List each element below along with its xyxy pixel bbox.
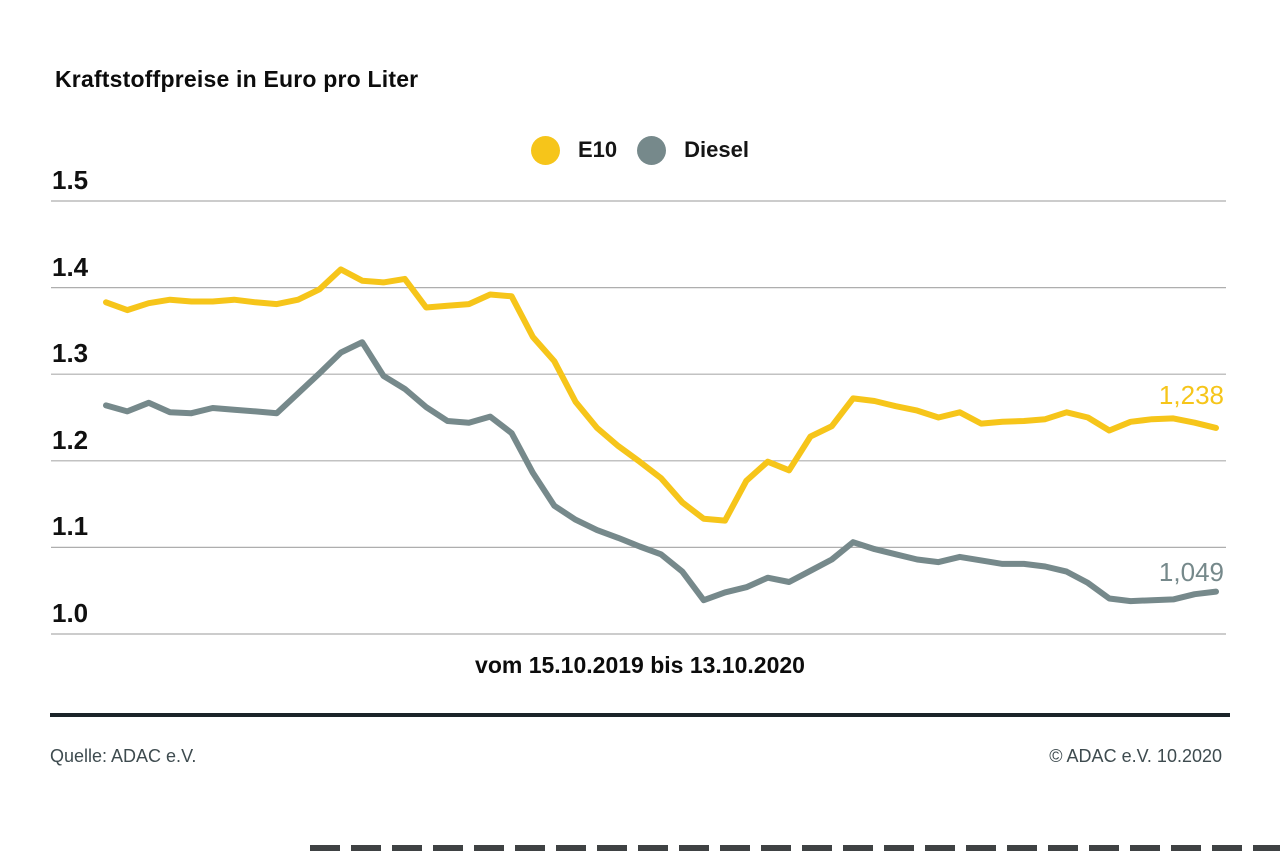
copyright-text: © ADAC e.V. 10.2020 [1049,746,1222,766]
footer: Quelle: ADAC e.V. © ADAC e.V. 10.2020 [50,746,1222,767]
e10-line [103,266,1219,524]
y-tick-label: 1.1 [52,511,89,542]
legend-item-e10: E10 [531,135,618,165]
y-tick-label: 1.3 [52,338,89,369]
legend-label-diesel: Diesel [684,137,749,162]
diesel-line [103,339,1219,605]
e10-end-value-label: 1,238 [1158,379,1224,410]
page-title: Kraftstoffpreise in Euro pro Liter [55,66,419,92]
y-tick-label: 1.4 [52,251,89,282]
y-tick-label: 1.2 [52,424,89,455]
legend: E10 Diesel [0,133,1280,167]
y-tick-label: 1.5 [52,165,89,195]
clipped-next-content [310,845,1280,851]
diesel-dot-icon [637,135,667,165]
legend-item-diesel: Diesel [637,135,749,165]
source-text: Quelle: ADAC e.V. [50,746,197,766]
diesel-end-value-label: 1,049 [1158,556,1224,587]
y-tick-label: 1.0 [52,598,89,628]
legend-label-e10: E10 [578,137,618,162]
footer-divider [50,713,1230,717]
x-axis-range-label: vom 15.10.2019 bis 13.10.2020 [475,652,805,678]
e10-dot-icon [531,135,560,165]
